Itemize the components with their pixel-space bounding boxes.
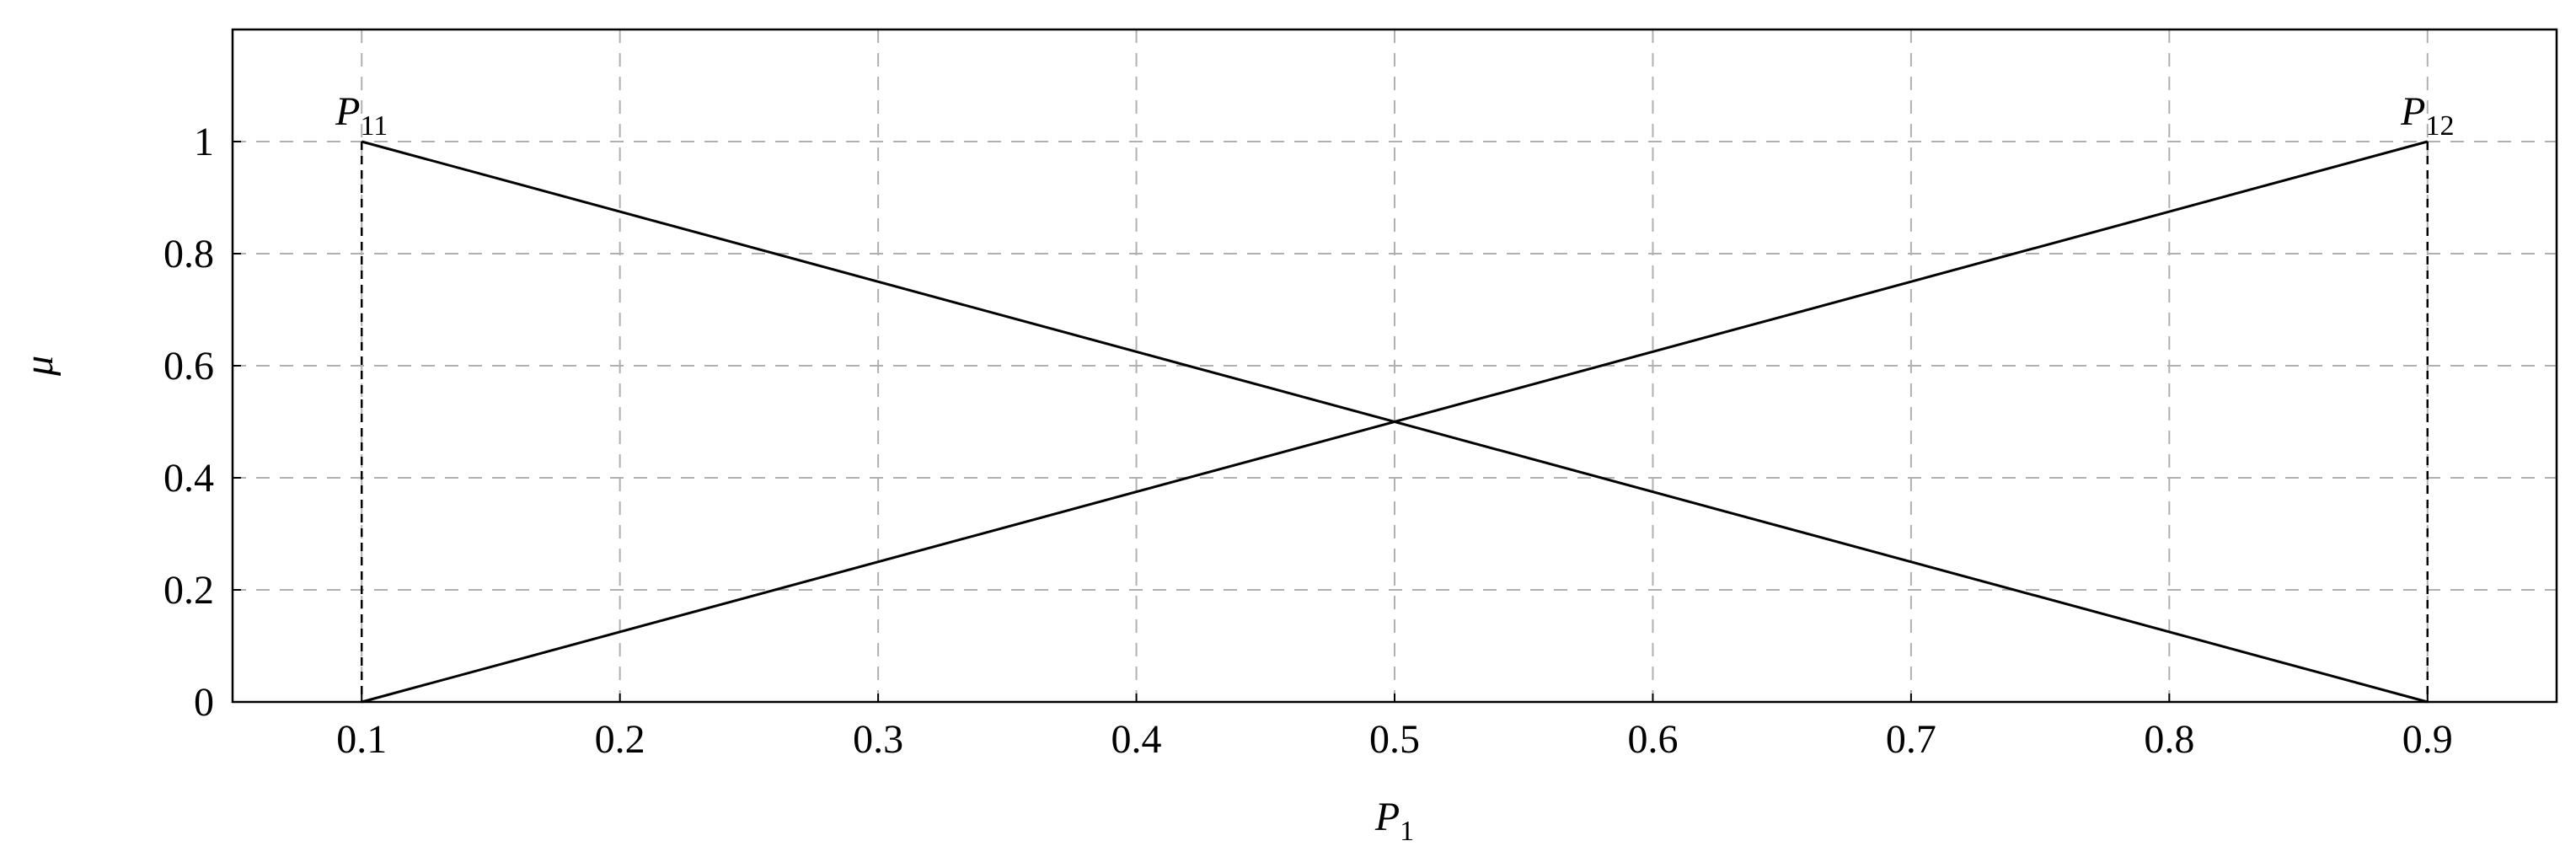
y-tick-label: 0.2 [163,568,214,613]
annotation-subscript: 12 [2425,110,2454,142]
x-axis-label-main: P [1374,795,1400,839]
x-axis-label: P1 [1374,795,1414,847]
y-tick-label: 0.8 [163,232,214,276]
y-axis-label: μ [17,356,62,377]
x-tick-label: 0.4 [1111,717,1162,762]
annotation-main: P [335,89,360,134]
x-axis-label-subscript: 1 [1400,816,1414,847]
annotation-subscript: 11 [361,110,388,142]
x-tick-label: 0.1 [336,717,387,762]
x-tick-label: 0.9 [2402,717,2453,762]
x-tick-label: 0.8 [2144,717,2194,762]
x-tick-label: 0.6 [1627,717,1678,762]
x-tick-label: 0.2 [595,717,645,762]
x-tick-label: 0.5 [1369,717,1420,762]
y-tick-label: 0.4 [163,456,214,501]
annotation: P12 [2400,89,2454,142]
x-tick-label: 0.3 [853,717,903,762]
series-line [361,140,2429,704]
y-tick-label: 0 [194,680,214,725]
y-tick-label: 1 [194,120,214,164]
x-tick-label: 0.7 [1886,717,1936,762]
annotation: P11 [335,89,388,142]
y-tick-label: 0.6 [163,344,214,388]
annotation-main: P [2400,89,2425,134]
plot-frame [231,28,2558,704]
